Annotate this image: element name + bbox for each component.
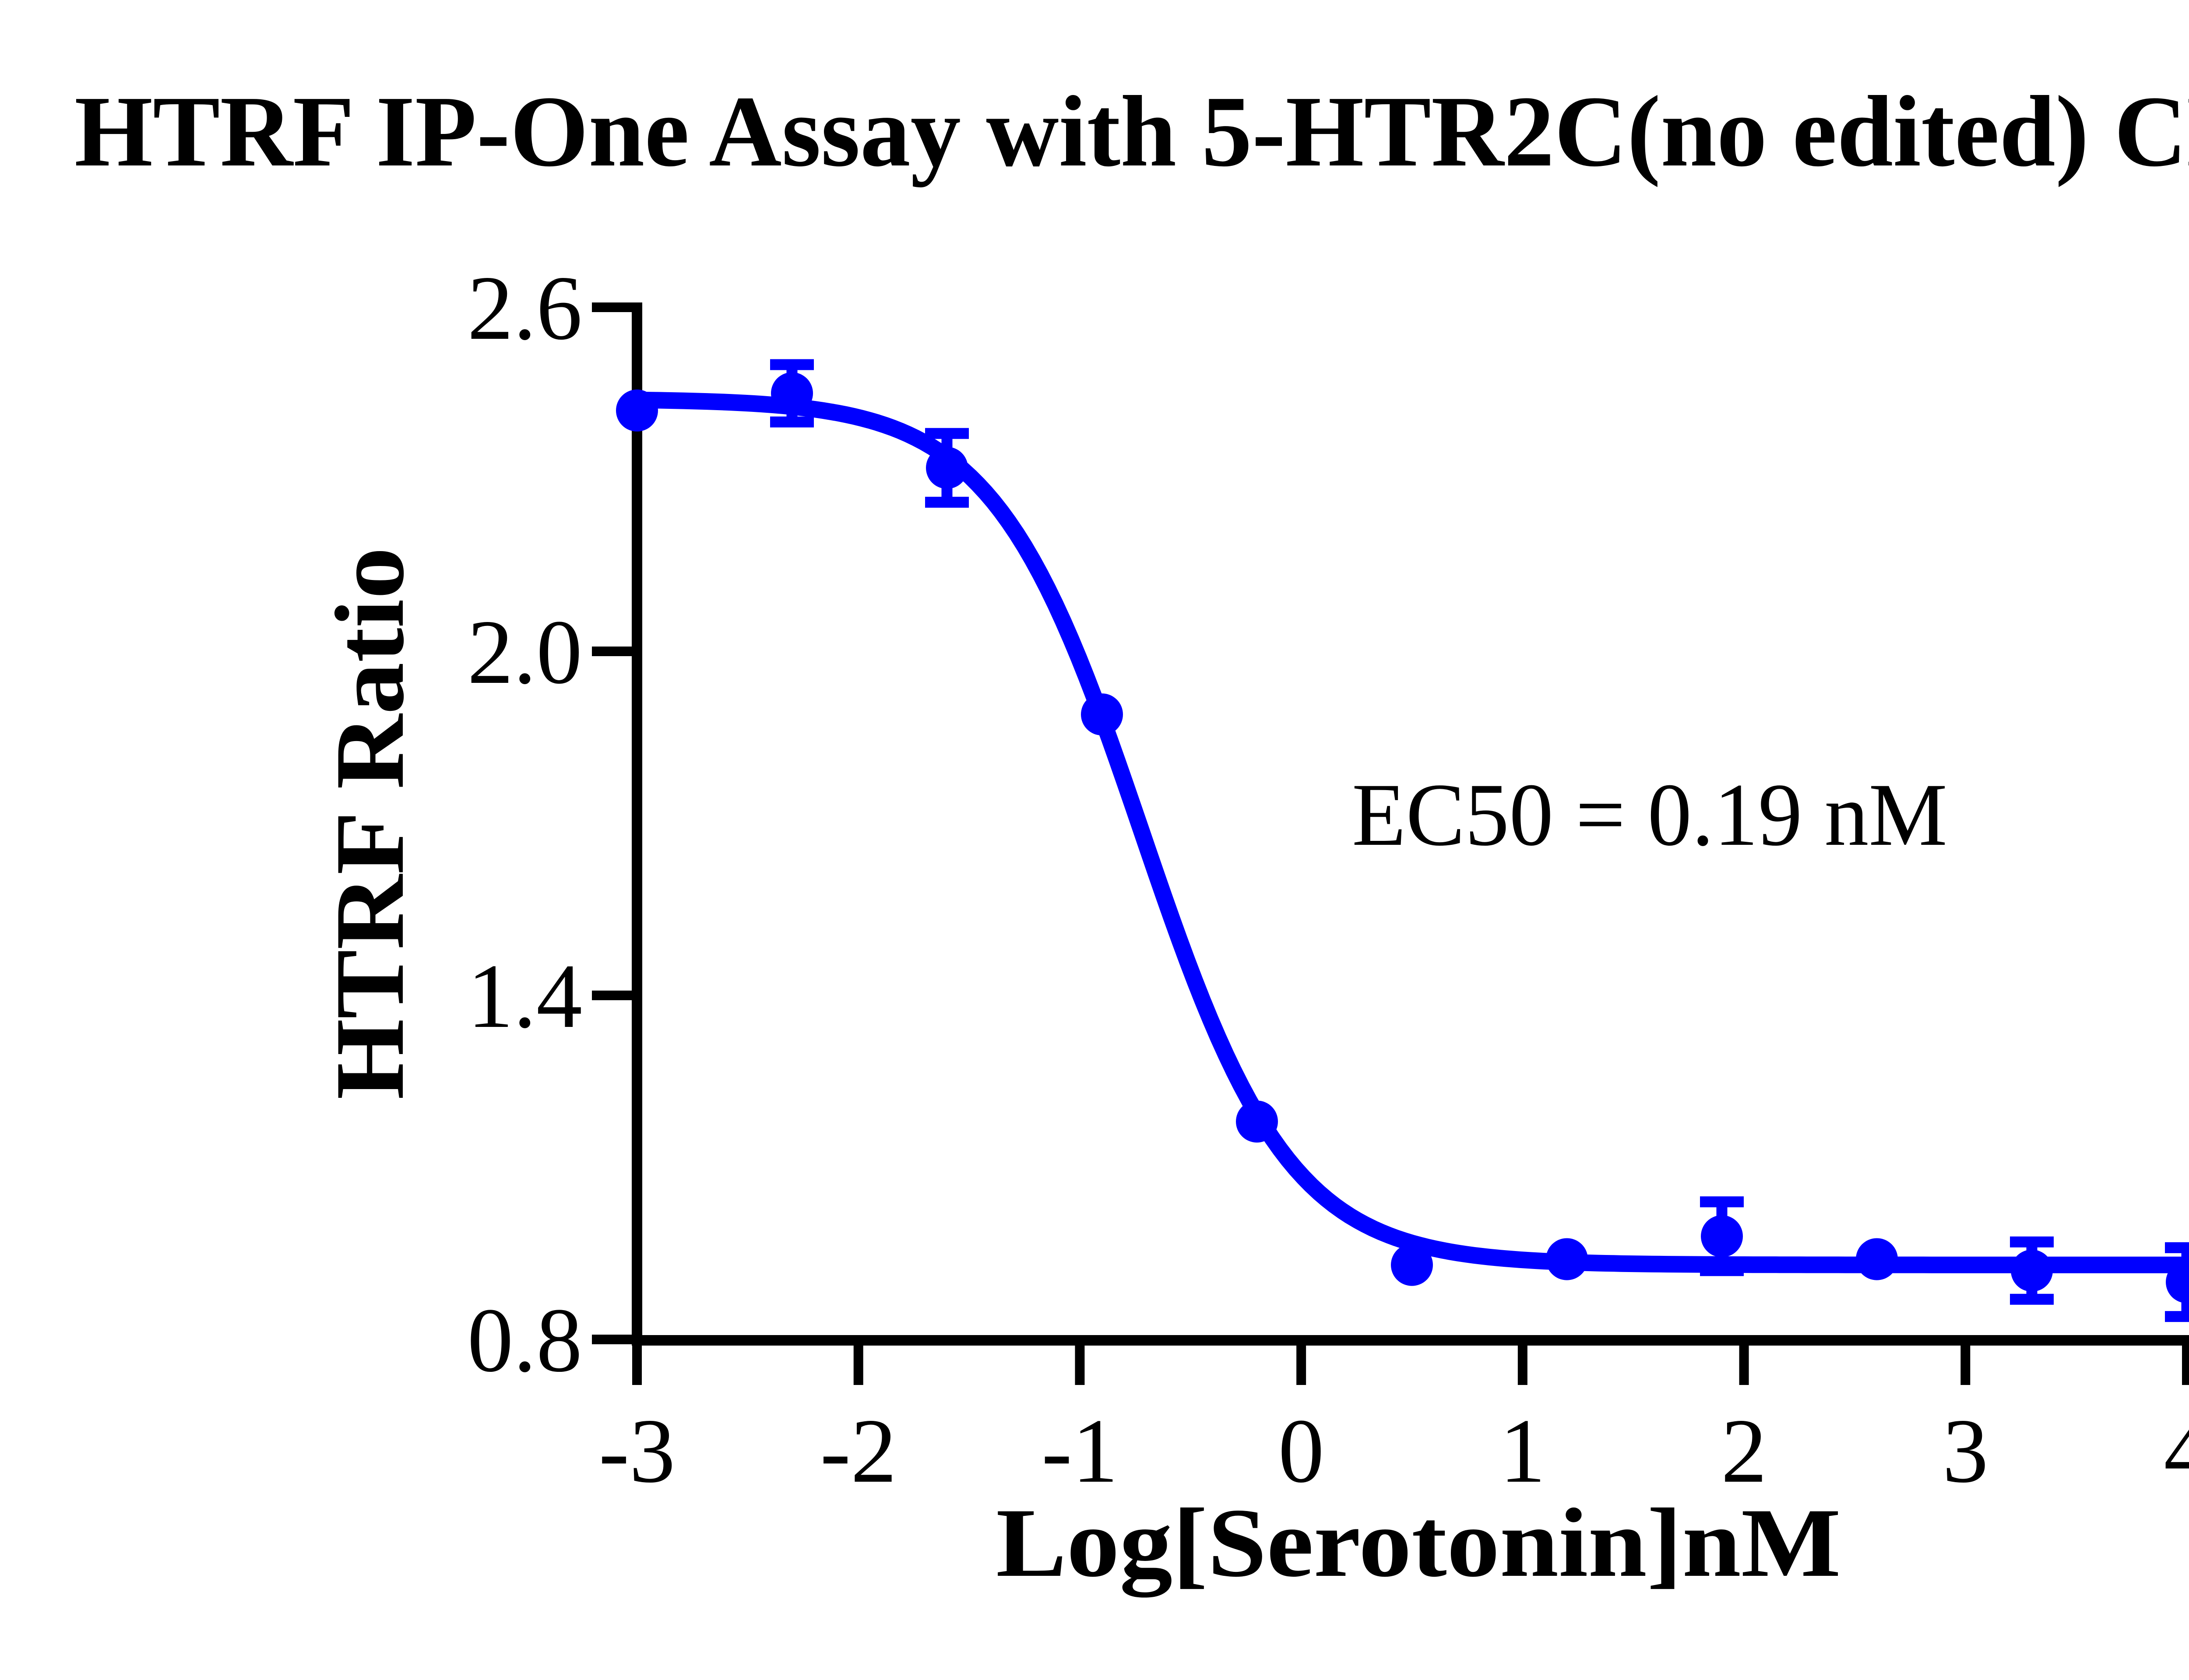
y-tick-label: 2.6 xyxy=(468,257,583,359)
ec50-annotation: EC50 = 0.19 nM xyxy=(1352,765,1947,865)
y-axis-title: HTRF Ratio xyxy=(315,547,424,1100)
x-tick-label: -1 xyxy=(1042,1400,1118,1502)
data-point xyxy=(1391,1244,1433,1286)
x-tick-label: 0 xyxy=(1278,1400,1324,1502)
x-tick-label: 3 xyxy=(1943,1400,1988,1502)
data-point xyxy=(2011,1249,2053,1292)
data-point xyxy=(1701,1215,1743,1258)
data-point xyxy=(1546,1238,1588,1280)
fit-curve-group xyxy=(629,391,2189,1273)
y-tick-label: 2.0 xyxy=(468,601,583,703)
x-tick-label: -3 xyxy=(599,1400,676,1502)
x-tick-label: 2 xyxy=(1721,1400,1767,1502)
chart-title: HTRF IP-One Assay with 5-HTR2C(no edited… xyxy=(74,75,2189,188)
data-point xyxy=(2166,1261,2189,1303)
x-tick-label: 1 xyxy=(1499,1400,1545,1502)
data-point xyxy=(1081,693,1123,736)
data-point xyxy=(1236,1100,1278,1143)
data-point xyxy=(926,446,968,489)
x-tick-label: 4 xyxy=(2164,1400,2189,1502)
data-point xyxy=(616,389,658,432)
y-tick-label: 0.8 xyxy=(468,1290,583,1391)
y-tick-label: 1.4 xyxy=(468,945,583,1047)
fit-curve xyxy=(629,391,2189,1273)
data-point xyxy=(771,372,813,415)
data-points-group xyxy=(616,359,2189,1322)
x-tick-label: -2 xyxy=(820,1400,897,1502)
data-point xyxy=(1856,1238,1898,1280)
axes: 0.8 1.4 2.0 2.6 -3 -2 -1 0 1 2 3 4 xyxy=(468,257,2189,1502)
x-axis-title: Log[Serotonin]nM xyxy=(996,1488,1841,1598)
